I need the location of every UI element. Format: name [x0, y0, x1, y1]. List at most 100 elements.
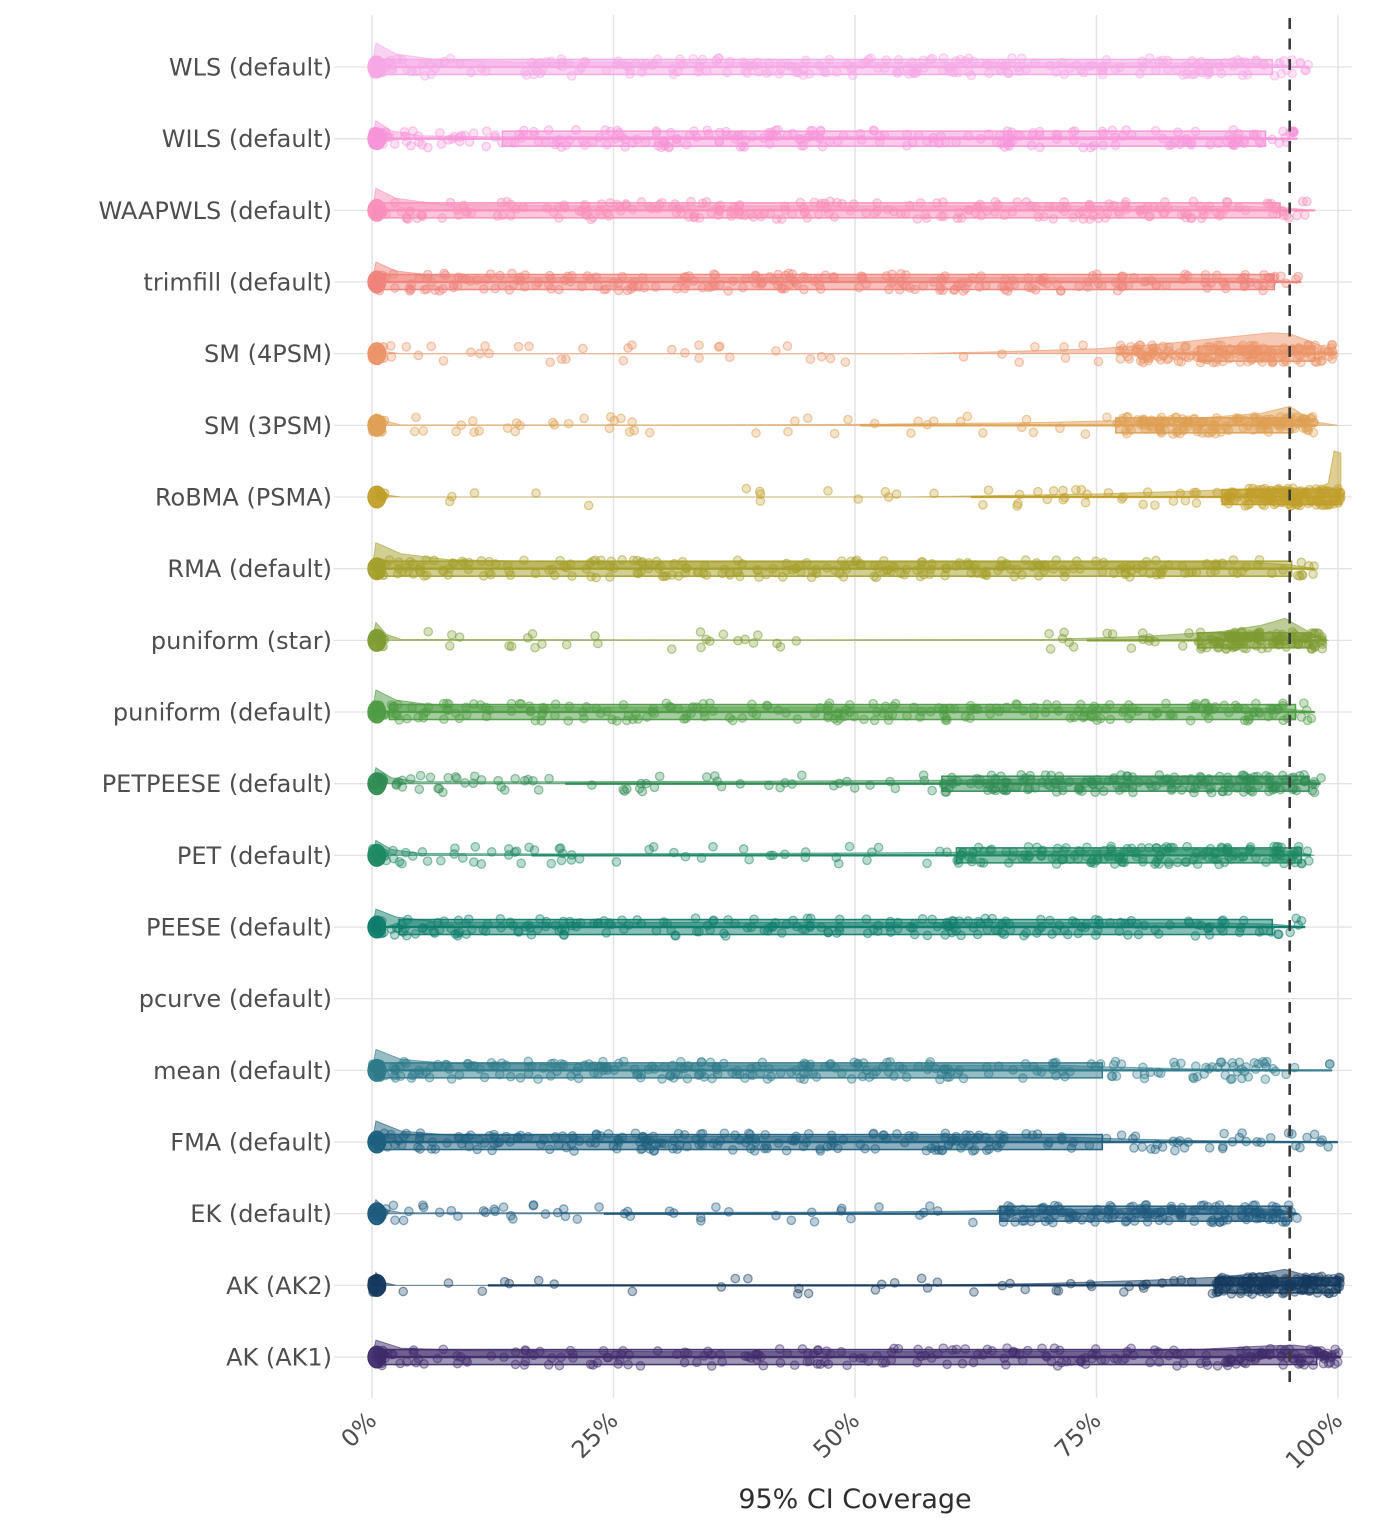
- data-point: [740, 273, 751, 284]
- data-point: [510, 773, 521, 784]
- data-point: [438, 714, 449, 725]
- data-point: [781, 558, 792, 569]
- data-point: [545, 357, 556, 368]
- data-point: [1160, 197, 1170, 207]
- data-point: [967, 1146, 978, 1156]
- data-point: [1137, 56, 1147, 67]
- data-point: [404, 285, 415, 296]
- data-point: [1213, 643, 1223, 653]
- data-point: [886, 278, 897, 289]
- data-point: [691, 1357, 702, 1368]
- data-point: [1058, 494, 1069, 505]
- data-point: [754, 486, 765, 497]
- data-point: [1220, 204, 1231, 215]
- method-row: [367, 450, 1346, 511]
- data-point: [808, 1348, 819, 1359]
- data-point: [901, 1072, 912, 1082]
- data-point: [1206, 634, 1217, 644]
- data-point: [386, 352, 397, 362]
- data-point: [439, 916, 450, 927]
- data-point: [627, 1286, 638, 1297]
- data-point: [1280, 414, 1291, 424]
- data-point: [438, 1344, 449, 1355]
- data-point: [578, 707, 588, 718]
- data-point: [519, 775, 530, 786]
- data-point: [419, 70, 430, 81]
- data-point: [800, 1059, 811, 1070]
- data-point: [679, 1347, 690, 1358]
- data-point: [752, 630, 763, 640]
- data-point: [1284, 213, 1294, 224]
- data-point: [787, 128, 798, 139]
- data-point: [1064, 63, 1075, 74]
- data-point: [605, 126, 616, 137]
- data-point: [1136, 843, 1147, 853]
- data-point: [988, 59, 998, 70]
- data-point: [516, 858, 527, 869]
- data-point: [1200, 269, 1211, 280]
- data-point: [506, 641, 517, 652]
- data-point: [1059, 571, 1070, 582]
- data-point: [1057, 854, 1067, 865]
- data-point: [698, 568, 709, 579]
- data-point: [940, 271, 950, 281]
- data-point: [465, 276, 476, 286]
- data-point: [1233, 782, 1243, 792]
- data-point: [1176, 1058, 1186, 1069]
- data-point: [513, 341, 524, 352]
- data-point: [1308, 569, 1318, 580]
- data-point: [800, 55, 811, 66]
- data-point: [450, 929, 461, 939]
- data-point: [455, 59, 465, 69]
- data-point: [792, 714, 803, 724]
- data-point: [563, 715, 574, 726]
- data-point: [737, 713, 748, 723]
- data-point: [815, 200, 826, 211]
- data-point: [802, 413, 813, 424]
- method-row: [367, 1048, 1335, 1085]
- data-point: [1172, 64, 1182, 75]
- data-point: [779, 849, 790, 860]
- data-point: [468, 128, 479, 139]
- data-point: [948, 285, 959, 296]
- data-point: [1213, 1210, 1223, 1221]
- data-point: [913, 1061, 924, 1072]
- data-point: [930, 1145, 941, 1156]
- data-point: [1264, 488, 1275, 499]
- jitter-points: [375, 554, 1319, 583]
- data-point: [1181, 60, 1192, 71]
- data-point: [402, 713, 412, 724]
- data-point: [898, 279, 908, 290]
- data-point: [418, 60, 428, 70]
- data-point: [1260, 1074, 1271, 1085]
- data-point: [1057, 1066, 1068, 1077]
- data-point: [747, 707, 758, 718]
- data-point: [484, 556, 495, 567]
- data-point: [621, 200, 631, 211]
- data-point: [447, 134, 458, 144]
- data-point: [928, 137, 939, 148]
- data-point: [535, 58, 546, 68]
- data-point: [1302, 846, 1313, 856]
- data-point: [843, 414, 853, 425]
- data-point: [1270, 1066, 1281, 1077]
- data-point: [502, 560, 513, 571]
- data-point: [719, 564, 730, 575]
- data-point: [836, 1203, 847, 1214]
- data-point: [648, 703, 659, 714]
- data-point: [740, 634, 750, 645]
- data-point: [1139, 276, 1149, 287]
- data-point: [596, 199, 607, 209]
- data-point: [635, 1361, 646, 1371]
- data-point: [476, 556, 487, 566]
- data-point: [922, 1283, 933, 1293]
- x-tick-label: 75%: [1049, 1406, 1107, 1464]
- data-point: [592, 1358, 603, 1368]
- data-point: [1252, 559, 1263, 570]
- data-point: [505, 210, 516, 221]
- data-point: [385, 341, 396, 351]
- data-point: [619, 924, 629, 934]
- data-point: [893, 54, 904, 65]
- data-point: [990, 207, 1000, 217]
- data-point: [921, 1145, 932, 1156]
